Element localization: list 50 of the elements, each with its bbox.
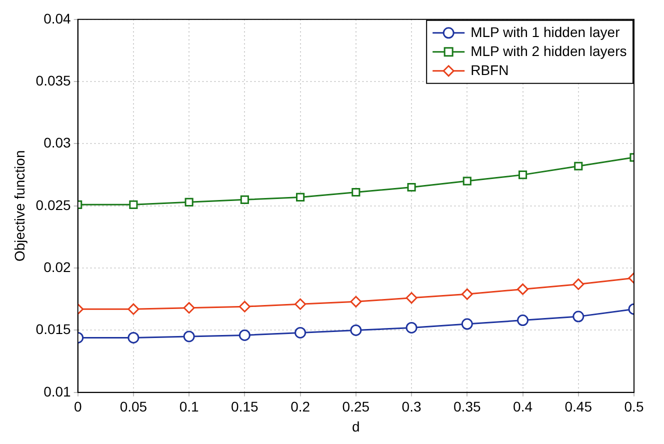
legend-label: MLP with 1 hidden layer	[470, 24, 620, 40]
point	[129, 200, 138, 209]
y-tick-label: 0.02	[44, 258, 72, 275]
point	[572, 278, 584, 290]
point	[462, 176, 472, 186]
point	[238, 329, 250, 341]
point	[406, 322, 418, 334]
y-tick-label: 0.04	[44, 10, 72, 26]
y-tick-label: 0.01	[44, 383, 72, 400]
point	[350, 324, 362, 336]
y-tick-label: 0.015	[36, 321, 72, 338]
x-tick-label: 0.45	[564, 398, 592, 415]
point	[183, 302, 195, 314]
y-axis-title: Objective function	[11, 150, 28, 262]
point	[461, 318, 473, 330]
legend-label: RBFN	[470, 62, 509, 78]
y-tick-label: 0.03	[44, 134, 72, 151]
y-tick-label: 0.025	[36, 196, 72, 213]
x-tick-label: 0.25	[342, 398, 370, 415]
x-tick-label: 0.4	[513, 398, 533, 415]
point	[574, 162, 583, 170]
point	[407, 182, 416, 192]
point	[350, 296, 362, 308]
x-tick-label: 0.15	[231, 398, 259, 415]
point	[128, 332, 140, 344]
point	[406, 292, 418, 304]
point	[572, 310, 584, 322]
x-tick-label: 0.1	[179, 398, 200, 415]
x-tick-label: 0.35	[454, 398, 481, 415]
y-tick-label: 0.035	[36, 72, 72, 88]
point	[184, 198, 194, 206]
point	[296, 192, 305, 202]
point	[183, 330, 195, 342]
point	[352, 188, 360, 197]
x-axis-title: d	[352, 418, 360, 434]
x-tick-label: 0.5	[624, 398, 644, 415]
x-tick-label: 0.2	[290, 398, 310, 415]
point	[128, 303, 140, 315]
point	[240, 195, 249, 204]
point	[294, 298, 306, 310]
x-tick-label: 0.05	[120, 398, 148, 415]
point	[518, 170, 528, 180]
legend-label: MLP with 2 hidden layers	[470, 42, 627, 59]
point	[517, 283, 529, 295]
point	[517, 314, 529, 326]
point	[461, 288, 473, 300]
x-tick-label: 0	[74, 398, 82, 415]
point	[294, 326, 306, 338]
x-tick-label: 0.3	[402, 398, 422, 415]
point	[238, 300, 250, 312]
